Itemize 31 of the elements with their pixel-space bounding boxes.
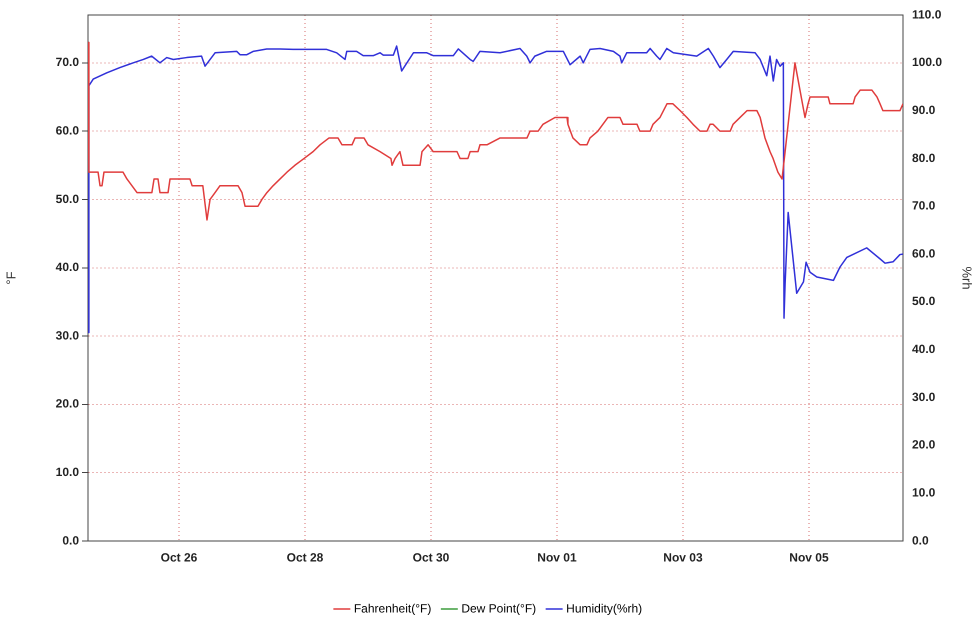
y2-tick-label: 60.0 bbox=[912, 246, 936, 260]
y2-tick-label: 110.0 bbox=[912, 7, 942, 22]
y2-tick-label: 50.0 bbox=[912, 294, 936, 308]
y2-tick-label: 100.0 bbox=[912, 55, 942, 70]
x-tick-label: Nov 01 bbox=[537, 550, 577, 565]
y-tick-label: 40.0 bbox=[56, 260, 80, 274]
legend-label: Humidity(%rh) bbox=[566, 601, 642, 616]
y-tick-label: 60.0 bbox=[56, 123, 80, 138]
y2-tick-label: 30.0 bbox=[912, 390, 936, 404]
y2-tick-label: 0.0 bbox=[912, 533, 930, 548]
y-tick-label: 30.0 bbox=[56, 328, 80, 342]
legend-label: Fahrenheit(°F) bbox=[354, 601, 432, 616]
x-tick-label: Oct 28 bbox=[286, 550, 324, 565]
y-tick-label: 0.0 bbox=[62, 533, 80, 548]
x-tick-label: Nov 05 bbox=[789, 550, 829, 565]
y2-tick-label: 20.0 bbox=[912, 438, 936, 452]
x-tick-label: Oct 26 bbox=[160, 550, 198, 565]
y2-tick-label: 80.0 bbox=[912, 150, 936, 165]
y-axis-title: °F bbox=[3, 271, 18, 285]
y2-axis-title: %rh bbox=[960, 266, 975, 290]
y-tick-label: 50.0 bbox=[56, 192, 80, 206]
y-tick-label: 20.0 bbox=[56, 396, 80, 411]
y2-tick-label: 10.0 bbox=[912, 485, 936, 500]
y-tick-label: 70.0 bbox=[56, 55, 80, 70]
legend-label: Dew Point(°F) bbox=[461, 601, 536, 616]
y2-tick-label: 90.0 bbox=[912, 102, 936, 117]
x-tick-label: Oct 30 bbox=[412, 550, 450, 565]
y2-tick-label: 70.0 bbox=[912, 198, 936, 213]
y2-tick-label: 40.0 bbox=[912, 342, 936, 356]
y-tick-label: 10.0 bbox=[56, 465, 80, 479]
x-tick-label: Nov 03 bbox=[663, 550, 703, 565]
